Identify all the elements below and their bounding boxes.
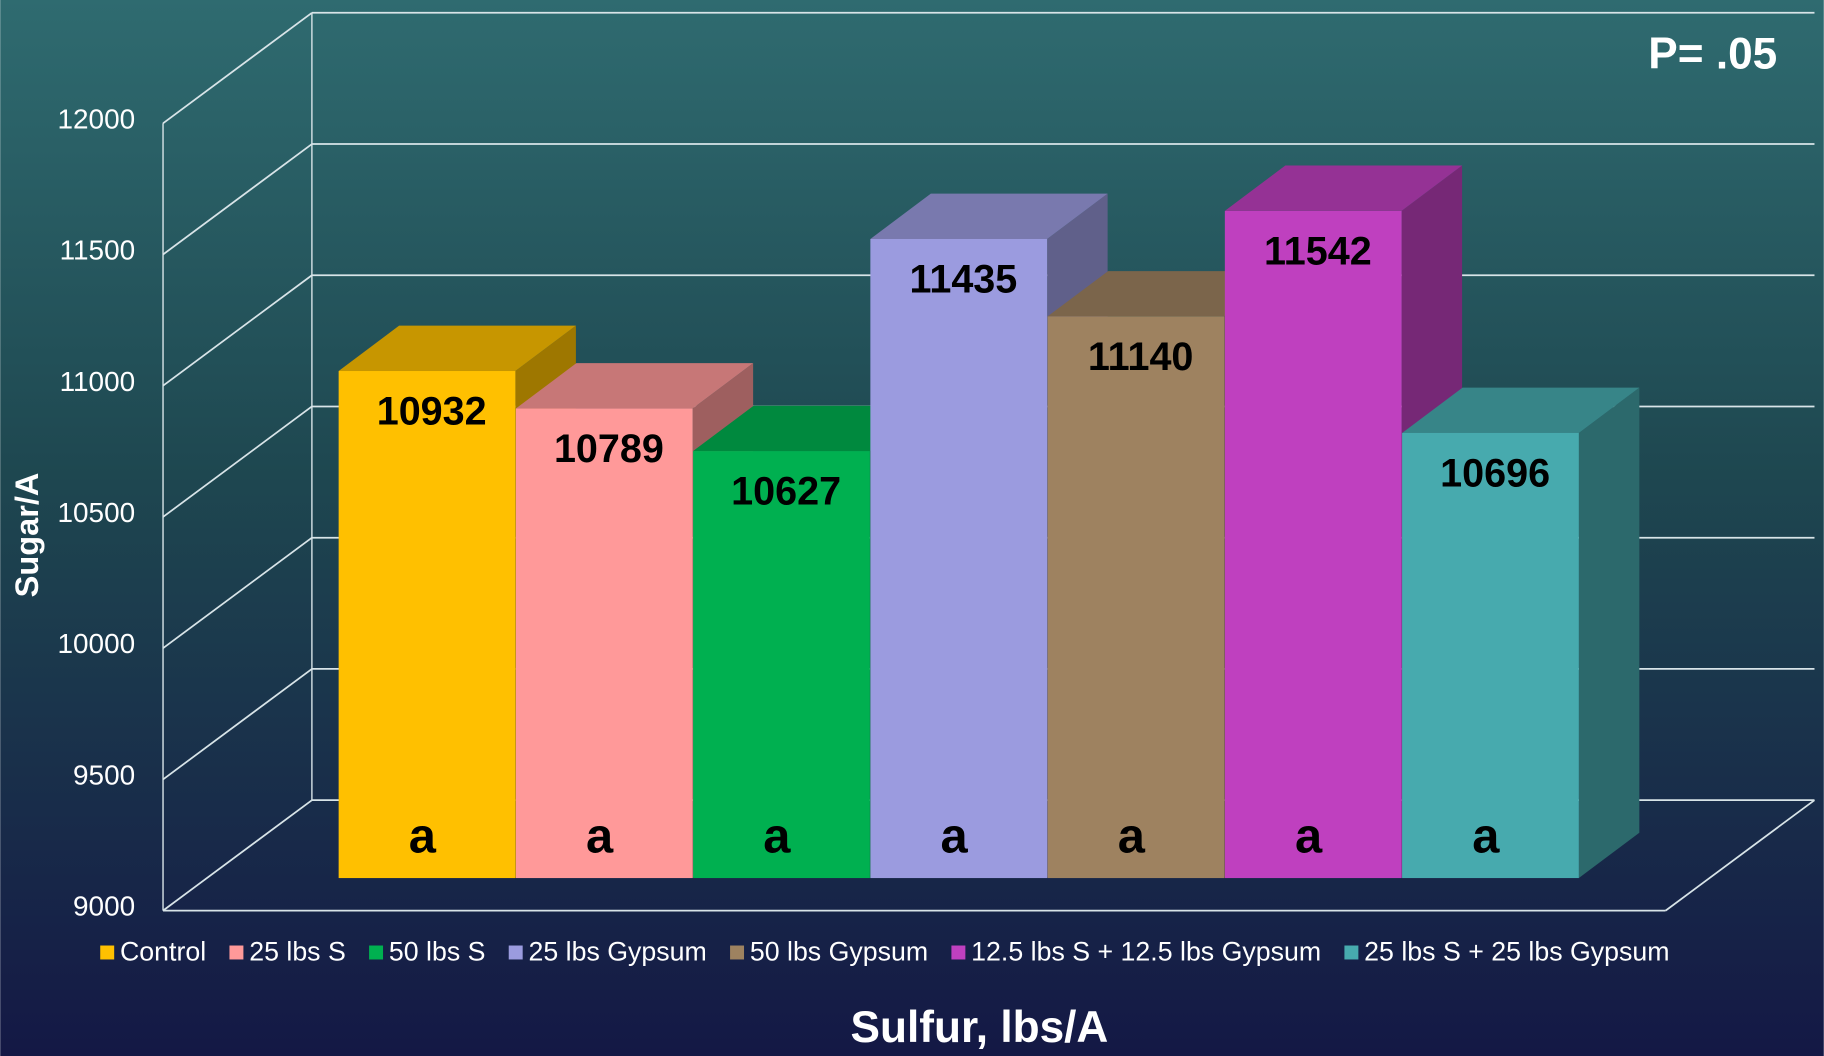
grid-line	[162, 143, 313, 256]
legend-swatch	[229, 945, 244, 960]
bar-top	[1224, 165, 1463, 211]
data-label: 11140	[1088, 335, 1194, 379]
data-label: 10696	[1440, 451, 1550, 495]
bar	[338, 371, 516, 879]
bar-top	[870, 193, 1108, 239]
bar	[693, 451, 870, 879]
legend-label: 25 lbs S	[249, 937, 346, 967]
legend-label: 50 lbs S	[389, 937, 486, 967]
x-axis-title: Sulfur, lbs/A	[851, 1003, 1109, 1052]
y-axis-title: Sugar/A	[9, 473, 45, 598]
grid-line	[162, 668, 313, 781]
y-tick-label: 9000	[73, 891, 135, 922]
legend-swatch	[730, 945, 745, 960]
legend-swatch	[1344, 945, 1359, 960]
floor-edge	[1665, 799, 1816, 912]
grid-line	[162, 12, 313, 124]
data-label: 10789	[554, 427, 664, 471]
significance-letter: a	[586, 810, 614, 864]
significance-letter: a	[1295, 810, 1323, 864]
grid-line	[162, 799, 313, 912]
bar	[1047, 316, 1225, 879]
legend-swatch	[508, 945, 523, 960]
legend-label: 25 lbs Gypsum	[528, 937, 706, 967]
significance-letter: a	[409, 810, 437, 864]
data-label: 10932	[377, 389, 487, 433]
bar-top	[515, 363, 754, 409]
significance-letter: a	[1472, 810, 1500, 864]
bar	[1224, 210, 1402, 879]
y-tick-label: 12000	[58, 103, 136, 134]
bar	[515, 408, 693, 879]
y-tick-label: 10500	[58, 497, 136, 528]
significance-letter: a	[941, 810, 969, 864]
legend-label: Control	[120, 937, 206, 967]
y-tick-label: 11500	[60, 235, 136, 266]
y-tick-label: 11000	[60, 366, 136, 397]
bar-top	[1402, 387, 1640, 433]
data-label: 11542	[1264, 229, 1372, 273]
legend-label: 12.5 lbs S + 12.5 lbs Gypsum	[971, 937, 1321, 967]
y-tick-label: 9500	[73, 759, 135, 790]
legend-label: 50 lbs Gypsum	[750, 937, 928, 967]
legend-swatch	[951, 945, 966, 960]
grid-line	[162, 274, 313, 387]
bar-top	[338, 325, 576, 372]
significance-letter: a	[763, 810, 791, 864]
grid-line	[162, 405, 313, 518]
y-tick-label: 10000	[58, 628, 136, 659]
significance-letter: a	[1118, 810, 1146, 864]
annotation: P= .05	[1648, 30, 1777, 79]
data-label: 11435	[910, 257, 1018, 301]
legend-swatch	[369, 945, 384, 960]
bar	[870, 238, 1048, 879]
data-label: 10627	[731, 470, 841, 514]
legend-swatch	[100, 945, 115, 960]
bar	[1402, 432, 1579, 879]
bar-side	[1578, 387, 1640, 879]
grid-line	[162, 536, 313, 649]
legend-label: 25 lbs S + 25 lbs Gypsum	[1364, 937, 1669, 967]
